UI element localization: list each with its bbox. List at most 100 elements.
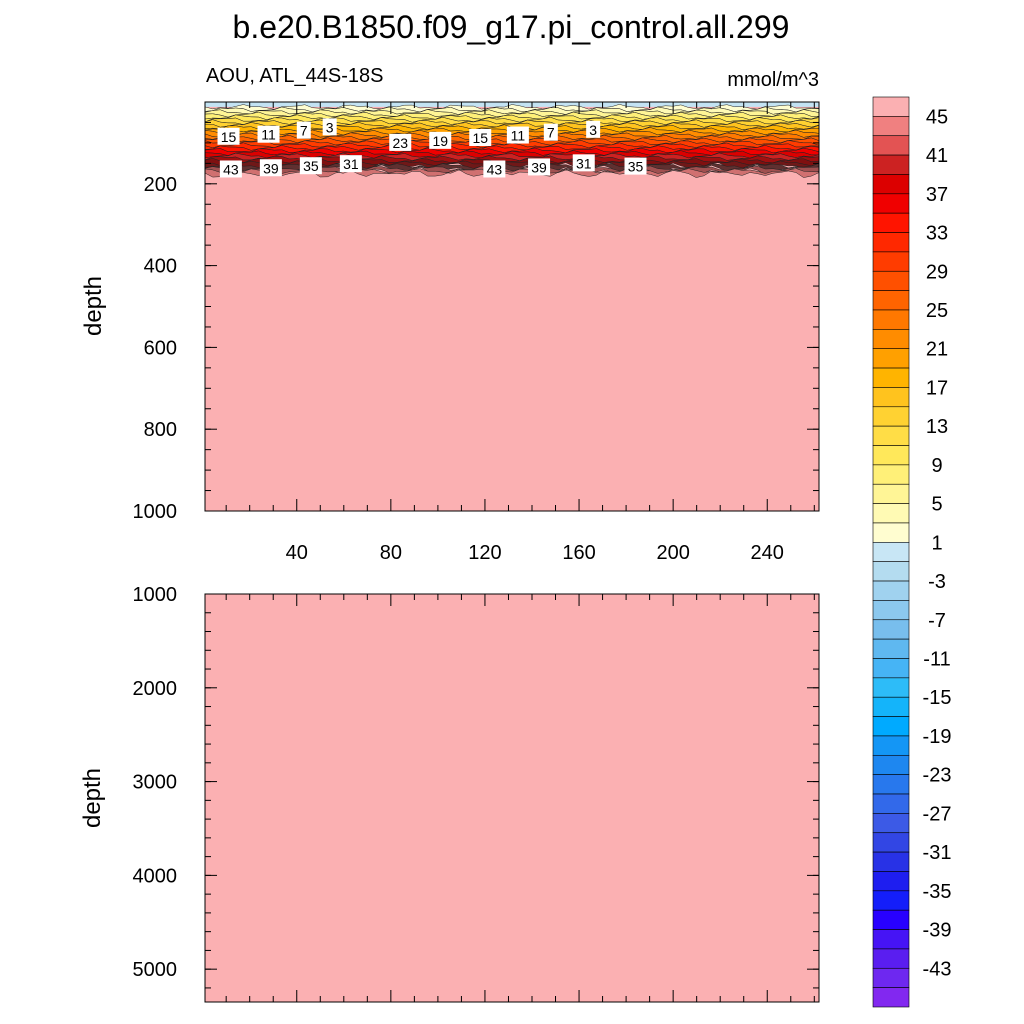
colorbar-swatch: [872, 600, 910, 621]
y-tick-label: 3000: [133, 772, 178, 794]
colorbar-swatch: [872, 658, 910, 679]
contour-label: 11: [506, 126, 529, 144]
colorbar-label: 1: [931, 532, 942, 554]
upper-y-axis: 200 400 600 800 1000: [133, 101, 819, 523]
y-tick-label: 200: [144, 174, 177, 196]
colorbar-swatch: [872, 309, 910, 330]
colorbar-swatch: [872, 542, 910, 562]
colorbar-label: -11: [923, 648, 950, 670]
colorbar-swatch: [872, 561, 910, 582]
colorbar-label: 33: [926, 223, 948, 245]
y-tick-label: 2000: [133, 678, 178, 700]
colorbar-swatch: [872, 987, 910, 1008]
lower-deep-fill: [205, 594, 819, 1002]
colorbar-swatch: [872, 522, 910, 543]
colorbar-swatch: [872, 116, 910, 137]
contour-label-text: 43: [487, 161, 503, 177]
colorbar-swatch: [872, 290, 910, 311]
lower-panel: 1000 2000 3000 4000 5000 depth: [79, 584, 820, 1003]
colorbar-swatch: [872, 174, 910, 195]
colorbar-swatch: [872, 445, 910, 466]
colorbar-swatch: [872, 967, 910, 988]
upper-x-axis: 40 80 120 160 200 240: [225, 102, 815, 564]
colorbar-swatch: [872, 464, 910, 485]
y-tick-label: 4000: [133, 865, 178, 887]
colorbar-label: -43: [923, 958, 952, 980]
contour-label: 43: [483, 160, 506, 178]
colorbar-swatch: [872, 503, 910, 524]
upper-y-axis-label: depth: [80, 276, 107, 336]
colorbar-label: -31: [923, 842, 952, 864]
chart-subtitle-left: AOU, ATL_44S-18S: [206, 65, 384, 87]
colorbar-swatch: [872, 871, 910, 892]
colorbar-label: -15: [923, 687, 952, 709]
contour-label-text: 3: [326, 119, 334, 135]
colorbar-label: 21: [926, 339, 948, 361]
contour-label: 35: [299, 157, 322, 175]
upper-contour-labels: 15 11 7 3 43 39 35 31 23 19 15 11 7 3 43 39 31 35: [217, 118, 647, 178]
contour-label: 7: [543, 123, 558, 141]
colorbar-swatch: [872, 735, 910, 756]
contour-label-text: 39: [531, 159, 547, 175]
colorbar-swatch: [872, 813, 910, 834]
contour-label-text: 35: [628, 159, 644, 175]
colorbar-label: 41: [926, 145, 948, 167]
contour-label: 3: [586, 120, 601, 138]
y-tick-label: 1000: [133, 584, 178, 606]
contour-label: 11: [257, 125, 280, 143]
colorbar-swatch: [872, 193, 910, 214]
colorbar-label: -23: [923, 765, 952, 787]
colorbar-label: -7: [928, 610, 946, 632]
lower-y-axis: 1000 2000 3000 4000 5000: [133, 584, 819, 989]
colorbar-swatch: [872, 212, 910, 233]
contour-label: 23: [389, 133, 412, 151]
colorbar-swatch: [872, 909, 910, 930]
y-tick-label: 1000: [133, 501, 178, 523]
contour-label-text: 7: [547, 125, 555, 141]
colorbar-swatch: [872, 832, 910, 853]
contour-label-text: 11: [261, 127, 276, 143]
contour-label: 15: [217, 127, 240, 145]
colorbar-label: 9: [931, 455, 942, 477]
colorbar-swatch: [872, 387, 910, 408]
chart-title: b.e20.B1850.f09_g17.pi_control.all.299: [233, 9, 790, 45]
lower-x-axis: [225, 594, 815, 1002]
contour-label: 19: [429, 131, 452, 149]
colorbar-label: 13: [926, 416, 948, 438]
colorbar-swatch: [872, 367, 910, 388]
colorbar-swatch: [872, 232, 910, 253]
x-tick-label: 120: [468, 542, 501, 564]
colorbar-swatch: [872, 716, 910, 737]
contour-label: 31: [572, 154, 595, 172]
contour-label-text: 31: [576, 155, 592, 171]
colorbar-label: -27: [923, 803, 952, 825]
colorbar-swatch: [872, 348, 910, 369]
colorbar: 45 41 37 33 29 25 21 17 13 9 5 1 -3 -7 -11 -15 -19 -23 -27…: [872, 96, 952, 1008]
contour-label: 7: [296, 121, 311, 139]
lower-y-axis-label: depth: [79, 768, 106, 828]
colorbar-swatch: [872, 483, 910, 504]
contour-label: 31: [339, 155, 362, 173]
contour-label-text: 39: [263, 160, 279, 176]
x-tick-label: 240: [751, 542, 784, 564]
contour-label: 15: [469, 128, 492, 146]
contour-label-text: 23: [392, 135, 408, 151]
y-tick-label: 400: [144, 256, 177, 278]
contour-label-text: 19: [432, 133, 448, 149]
contour-label: 43: [219, 160, 242, 178]
colorbar-swatch: [872, 851, 910, 872]
contour-label-text: 11: [511, 128, 526, 144]
chart-subtitle-right: mmol/m^3: [727, 69, 819, 91]
colorbar-swatch: [872, 638, 910, 659]
colorbar-swatch: [872, 677, 910, 698]
colorbar-swatch: [872, 425, 910, 446]
contour-label: 3: [322, 118, 337, 136]
contour-label: 35: [624, 157, 647, 175]
y-tick-label: 600: [144, 337, 177, 359]
colorbar-swatch: [872, 96, 910, 117]
colorbar-swatch: [872, 793, 910, 814]
contour-label-text: 15: [221, 129, 237, 145]
x-tick-label: 200: [656, 542, 689, 564]
